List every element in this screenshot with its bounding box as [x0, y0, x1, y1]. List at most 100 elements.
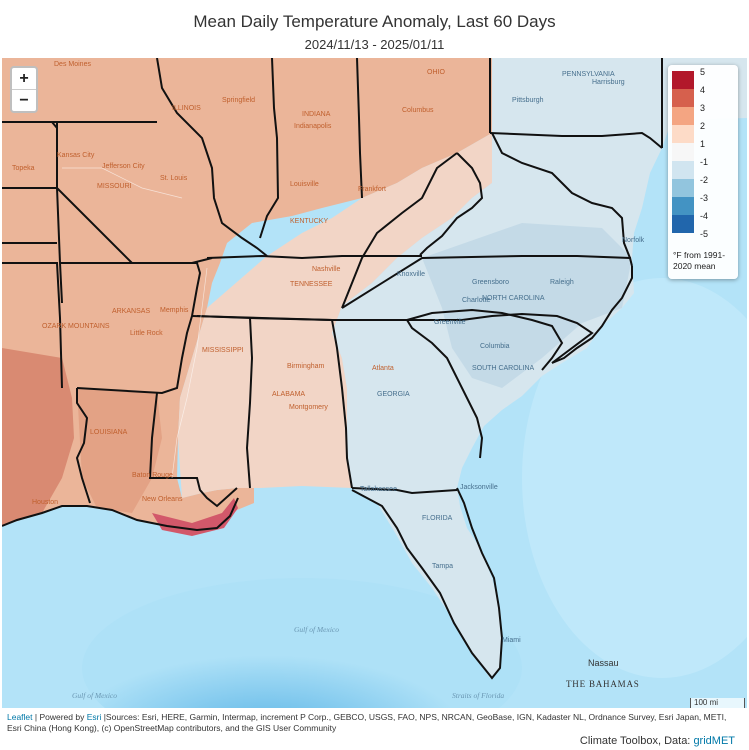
atlantic-shelf — [522, 278, 747, 678]
cool-patch-carolinas — [422, 223, 632, 388]
zoom-out-button[interactable]: − — [12, 89, 36, 111]
state-borders — [2, 58, 663, 680]
label-springfield: Springfield — [222, 97, 255, 104]
label-north-carolina: NORTH CAROLINA — [482, 295, 545, 302]
label-houston: Houston — [32, 499, 58, 506]
attribution-powered: | Powered by — [32, 712, 87, 722]
legend-swatch — [672, 125, 694, 143]
esri-link[interactable]: Esri — [86, 712, 102, 722]
legend-swatch — [672, 89, 694, 107]
legend-label: 4 — [700, 85, 706, 95]
label-arkansas: ARKANSAS — [112, 308, 150, 315]
legend-swatch — [672, 197, 694, 215]
label-montgomery: Montgomery — [289, 404, 328, 411]
label-knoxville: Knoxville — [397, 271, 425, 278]
label-des-moines: Des Moines — [54, 61, 91, 68]
label-jacksonville: Jacksonville — [460, 484, 498, 491]
legend-swatch — [672, 143, 694, 161]
label-greensboro: Greensboro — [472, 279, 509, 286]
legend-swatch — [672, 161, 694, 179]
label-tennessee: TENNESSEE — [290, 281, 333, 288]
label-frankfort: Frankfort — [358, 186, 386, 193]
land-cool-east — [332, 58, 747, 678]
label-louisville: Louisville — [290, 181, 319, 188]
label-missouri: MISSOURI — [97, 183, 132, 190]
legend-swatch — [672, 215, 694, 233]
footer: Climate Toolbox, Data: gridMET — [580, 735, 735, 747]
label-little-rock: Little Rock — [130, 330, 163, 337]
scale-bar: 100 mi — [690, 698, 745, 708]
label-kentucky: KENTUCKY — [290, 218, 328, 225]
rivers — [62, 167, 208, 479]
leaflet-link[interactable]: Leaflet — [7, 712, 33, 722]
label-ohio: OHIO — [427, 69, 445, 76]
legend-swatch — [672, 179, 694, 197]
map-subtitle: 2024/11/13 - 2025/01/11 — [304, 37, 445, 52]
label-illinois: ILLINOIS — [172, 105, 201, 112]
map-title: Mean Daily Temperature Anomaly, Last 60 … — [193, 12, 556, 31]
label-ozark: OZARK MOUNTAINS — [42, 323, 110, 330]
label-jefferson-city: Jefferson City — [102, 163, 145, 170]
map-viewport[interactable]: Des Moines Springfield Indianapolis Colu… — [2, 58, 747, 708]
zoom-control: + − — [10, 66, 38, 113]
label-pittsburgh: Pittsburgh — [512, 97, 544, 104]
legend-label: -4 — [700, 211, 709, 221]
legend-label: -1 — [700, 157, 709, 167]
label-norfolk: Norfolk — [622, 237, 645, 244]
label-florida: FLORIDA — [422, 515, 453, 522]
legend-label: -2 — [700, 175, 709, 185]
label-nashville: Nashville — [312, 266, 341, 273]
label-topeka: Topeka — [12, 165, 35, 172]
label-columbia: Columbia — [480, 343, 510, 350]
gulf-deep-water — [82, 578, 522, 708]
footer-text: Climate Toolbox, Data: — [579, 735, 694, 747]
attribution-sources: |Sources: Esri, HERE, Garmin, Intermap, … — [7, 712, 727, 733]
legend-label: 2 — [700, 121, 706, 131]
label-louisiana: LOUISIANA — [90, 429, 128, 436]
legend-swatch — [672, 71, 694, 89]
place-labels: Des Moines Springfield Indianapolis Colu… — [12, 61, 645, 700]
label-atlanta: Atlanta — [372, 365, 394, 372]
label-memphis: Memphis — [160, 307, 189, 314]
label-miami: Miami — [502, 637, 521, 644]
label-alabama: ALABAMA — [272, 391, 305, 398]
label-greenville: Greenville — [434, 319, 466, 326]
legend-label: 5 — [700, 67, 706, 77]
label-south-carolina: SOUTH CAROLINA — [472, 365, 535, 372]
hot-patch-texas — [2, 348, 74, 526]
label-tallahassee: Tallahassee — [360, 486, 397, 493]
label-pennsylvania: PENNSYLVANIA — [562, 71, 615, 78]
label-charlotte: Charlotte — [462, 297, 491, 304]
label-birmingham: Birmingham — [287, 363, 325, 370]
legend-label: -3 — [700, 193, 709, 203]
label-georgia: GEORGIA — [377, 391, 410, 398]
attribution: Leaflet | Powered by Esri |Sources: Esri… — [7, 712, 737, 734]
label-columbus: Columbus — [402, 107, 434, 114]
label-tampa: Tampa — [432, 563, 453, 570]
legend: 5 4 3 2 1 -1 -2 -3 -4 -5 °F from 1991-2020 mean — [668, 65, 738, 279]
label-nassau: Nassau — [588, 658, 619, 668]
map-canvas[interactable]: Des Moines Springfield Indianapolis Colu… — [2, 58, 747, 708]
label-bahamas: THE BAHAMAS — [566, 679, 640, 689]
label-indiana: INDIANA — [302, 111, 331, 118]
label-mississippi: MISSISSIPPI — [202, 347, 244, 354]
hot-patch-louisiana — [77, 388, 162, 513]
legend-label: -5 — [700, 229, 709, 239]
label-new-orleans: New Orleans — [142, 496, 183, 503]
gridmet-link[interactable]: gridMET — [693, 735, 735, 747]
label-gulf-of-mexico: Gulf of Mexico — [294, 625, 339, 634]
label-indianapolis: Indianapolis — [294, 123, 332, 130]
label-raleigh: Raleigh — [550, 279, 574, 286]
label-st-louis: St. Louis — [160, 175, 188, 182]
label-straits-of-florida: Straits of Florida — [452, 691, 504, 700]
legend-swatch — [672, 107, 694, 125]
label-harrisburg: Harrisburg — [592, 79, 625, 86]
label-kansas-city: Kansas City — [57, 152, 95, 159]
legend-label: 1 — [700, 139, 706, 149]
legend-label: 3 — [700, 103, 706, 113]
land-neutral-middle — [178, 133, 492, 498]
legend-unit: °F from 1991-2020 mean — [673, 250, 726, 271]
zoom-in-button[interactable]: + — [19, 70, 29, 87]
label-baton-rouge: Baton Rouge — [132, 472, 173, 479]
label-gulf-of-mexico-sw: Gulf of Mexico — [72, 691, 117, 700]
